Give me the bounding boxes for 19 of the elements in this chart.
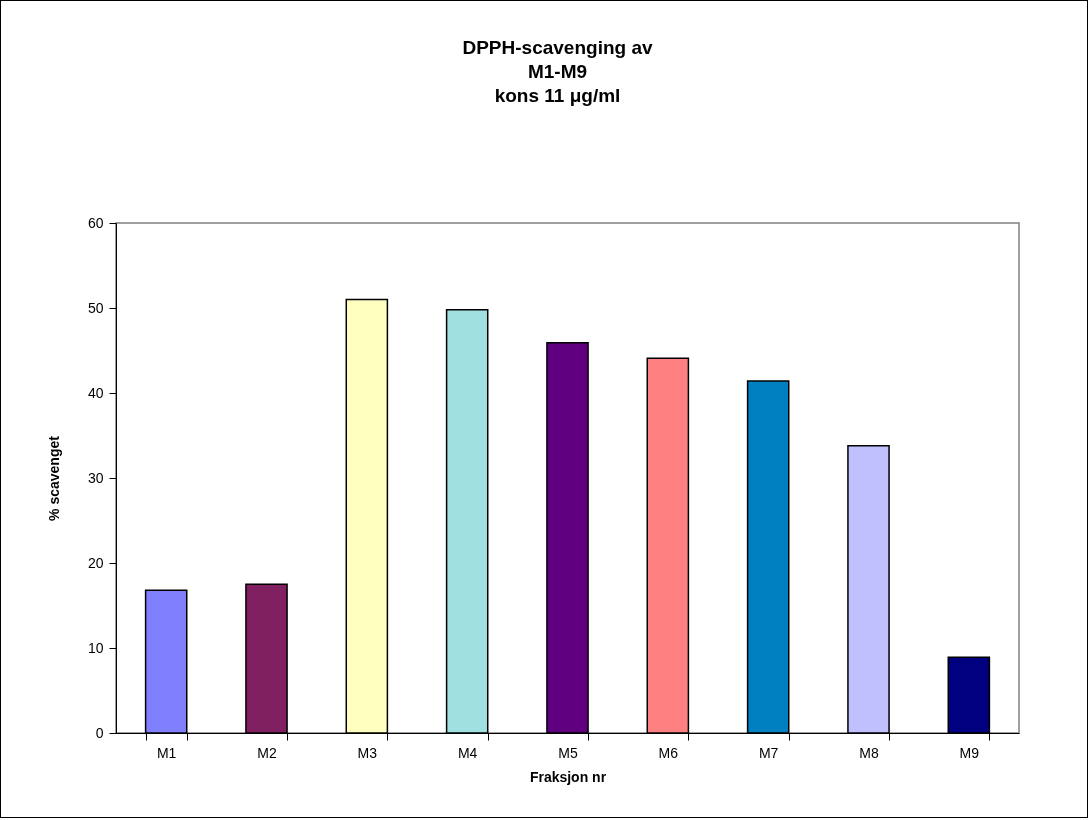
x-tick-label: M4 xyxy=(457,744,478,761)
x-tick-label: M2 xyxy=(257,744,277,761)
chart-title: DPPH-scavenging av M1-M9 kons 11 μg/ml xyxy=(462,37,653,106)
y-tick-label: 20 xyxy=(87,554,104,571)
x-axis-title: Fraksjon nr xyxy=(529,768,607,785)
x-tick-label: M8 xyxy=(859,744,879,761)
x-tick-label: M9 xyxy=(959,744,980,761)
y-tick-label: 40 xyxy=(87,384,104,401)
y-tick-label: 50 xyxy=(87,299,104,316)
x-tick-label: M1 xyxy=(156,744,177,761)
y-tick-label: 10 xyxy=(87,639,104,656)
y-tick-label: 30 xyxy=(87,469,104,486)
y-tick-label: 0 xyxy=(95,724,104,741)
x-tick-label: M3 xyxy=(357,744,378,761)
y-tick-label: 60 xyxy=(87,214,104,231)
y-axis-title: % scavenget xyxy=(45,435,62,521)
x-tick-label: M5 xyxy=(558,744,578,761)
x-tick-label: M7 xyxy=(758,744,779,761)
x-tick-label: M6 xyxy=(658,744,679,761)
